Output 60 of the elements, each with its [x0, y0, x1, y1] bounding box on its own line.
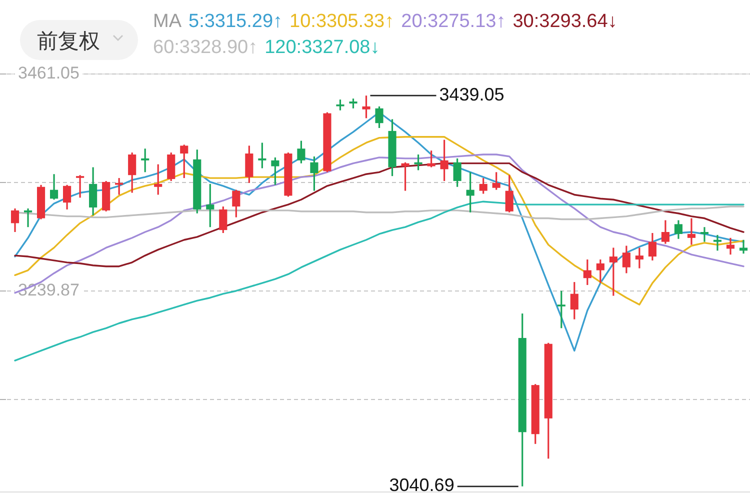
- candlestick: [154, 164, 162, 196]
- text: 30:3293.64↓: [512, 11, 618, 32]
- text: 120:3327.08↓: [264, 37, 380, 58]
- candlestick: [206, 183, 214, 228]
- candlestick: [583, 258, 592, 286]
- candlestick: [609, 246, 618, 297]
- candlestick: [89, 166, 98, 216]
- candlestick: [63, 184, 72, 210]
- candlestick: [622, 244, 630, 274]
- annotation: 3439.05: [439, 84, 504, 104]
- candlestick: [635, 246, 644, 270]
- candlestick: [557, 290, 566, 329]
- candlestick: [232, 189, 240, 218]
- candlestick: [505, 174, 514, 214]
- candlestick: [466, 171, 474, 214]
- candlestick: [336, 98, 344, 112]
- candlestick: [180, 144, 188, 179]
- text: 前复权: [37, 30, 100, 53]
- candlestick: [76, 174, 84, 198]
- candlestick: [271, 156, 280, 186]
- candlestick: [414, 154, 422, 171]
- candlestick: [401, 162, 410, 192]
- candlestick: [297, 140, 306, 164]
- line-series: [14, 154, 744, 294]
- candlestick: [115, 177, 124, 196]
- legend-label: 60:3328.90↑: [153, 37, 258, 58]
- candlestick: [310, 156, 318, 192]
- candlestick: [362, 94, 370, 119]
- candlestick: [427, 150, 436, 168]
- candlestick: [219, 206, 228, 234]
- candlestick: [440, 138, 448, 182]
- candlestick: [128, 152, 136, 194]
- candlestick: [479, 177, 488, 195]
- candlestick: [648, 232, 656, 262]
- candlestick: [700, 226, 708, 243]
- candlestick: [674, 219, 682, 240]
- candlestick: [349, 98, 358, 110]
- candlestick: [10, 208, 20, 233]
- annotation: 3040.69: [389, 475, 454, 496]
- candlestick: [258, 142, 266, 170]
- candlestick: [570, 281, 578, 320]
- candlestick: [687, 217, 696, 246]
- candlestick: [596, 258, 604, 284]
- candlestick: [24, 208, 32, 228]
- candlestick: [141, 148, 150, 173]
- candlestick: [713, 234, 722, 252]
- text: 10:3305.33↑: [290, 11, 394, 32]
- candlestick: [492, 171, 500, 191]
- candlestick: [245, 144, 254, 184]
- text: 20:3275.13↑: [401, 11, 506, 32]
- y-tick-label: 3239.87: [18, 280, 80, 300]
- candlestick: [661, 219, 670, 245]
- candlestick: [453, 158, 462, 188]
- text: 5:3315.29↑: [188, 11, 283, 32]
- legend-title: MA: [153, 11, 182, 32]
- candlestick: [50, 173, 58, 200]
- y-tick-label: 3461.05: [18, 63, 80, 82]
- line-series: [14, 136, 744, 306]
- candlestick: [375, 106, 384, 129]
- candlestick: [739, 239, 748, 254]
